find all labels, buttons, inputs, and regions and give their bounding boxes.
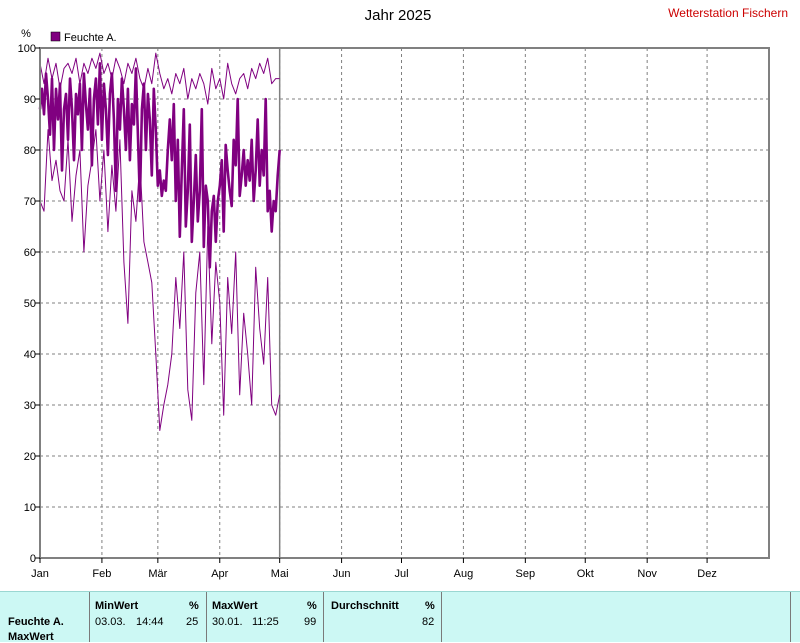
stats-divider [89, 592, 90, 642]
y-tick-label: 40 [24, 349, 36, 361]
min-label: MinWert [95, 600, 139, 612]
x-tick-label: Jan [31, 568, 49, 580]
min-date: 03.03. [95, 616, 126, 628]
min-time: 14:44 [136, 616, 164, 628]
max-label: MaxWert [212, 600, 258, 612]
y-tick-label: 100 [18, 43, 36, 55]
y-tick-label: 70 [24, 196, 36, 208]
x-tick-label: Apr [211, 568, 228, 580]
y-tick-label: 60 [24, 247, 36, 259]
avg-value: 82 [422, 616, 435, 628]
station-name: Wetterstation Fischern [668, 6, 788, 20]
stats-divider [441, 592, 442, 642]
series-line-min [39, 129, 281, 431]
min-unit: % [189, 600, 199, 612]
stats-row-label: MaxWert [8, 631, 54, 643]
y-tick-label: 30 [24, 400, 36, 412]
x-tick-label: Feb [92, 568, 111, 580]
series-line-mean [38, 61, 281, 269]
max-unit: % [307, 600, 317, 612]
chart-title: Jahr 2025 [365, 7, 432, 24]
x-tick-label: Nov [637, 568, 657, 580]
series-line-max [39, 52, 280, 105]
legend-swatch [50, 31, 61, 42]
y-tick-label: 50 [24, 298, 36, 310]
avg-label: Durchschnitt [331, 600, 399, 612]
x-tick-label: Okt [577, 568, 594, 580]
legend-label: Feuchte A. [64, 32, 117, 44]
stats-series-name: Feuchte A. [8, 616, 64, 628]
max-value: 99 [304, 616, 317, 628]
stats-divider [323, 592, 324, 642]
min-value: 25 [186, 616, 199, 628]
x-tick-label: Jun [333, 568, 351, 580]
x-tick-label: Aug [454, 568, 474, 580]
stats-divider [206, 592, 207, 642]
y-tick-label: 10 [24, 502, 36, 514]
y-axis-unit: % [21, 28, 31, 40]
y-tick-label: 80 [24, 145, 36, 157]
x-tick-label: Jul [394, 568, 408, 580]
stats-divider [790, 592, 791, 642]
max-time: 11:25 [252, 616, 279, 628]
x-tick-label: Dez [697, 568, 717, 580]
y-tick-label: 90 [24, 94, 36, 106]
max-date: 30.01. [212, 616, 243, 628]
x-tick-label: Sep [516, 568, 536, 580]
chart: Jahr 2025 Wetterstation Fischern % Feuch… [18, 6, 788, 580]
y-tick-label: 0 [30, 553, 36, 565]
stats-panel: Feuchte A. MaxWert MinWert % 03.03. 14:4… [0, 591, 800, 643]
x-tick-label: Mai [271, 568, 289, 580]
x-tick-label: Mär [148, 568, 167, 580]
avg-unit: % [425, 600, 435, 612]
y-tick-label: 20 [24, 451, 36, 463]
